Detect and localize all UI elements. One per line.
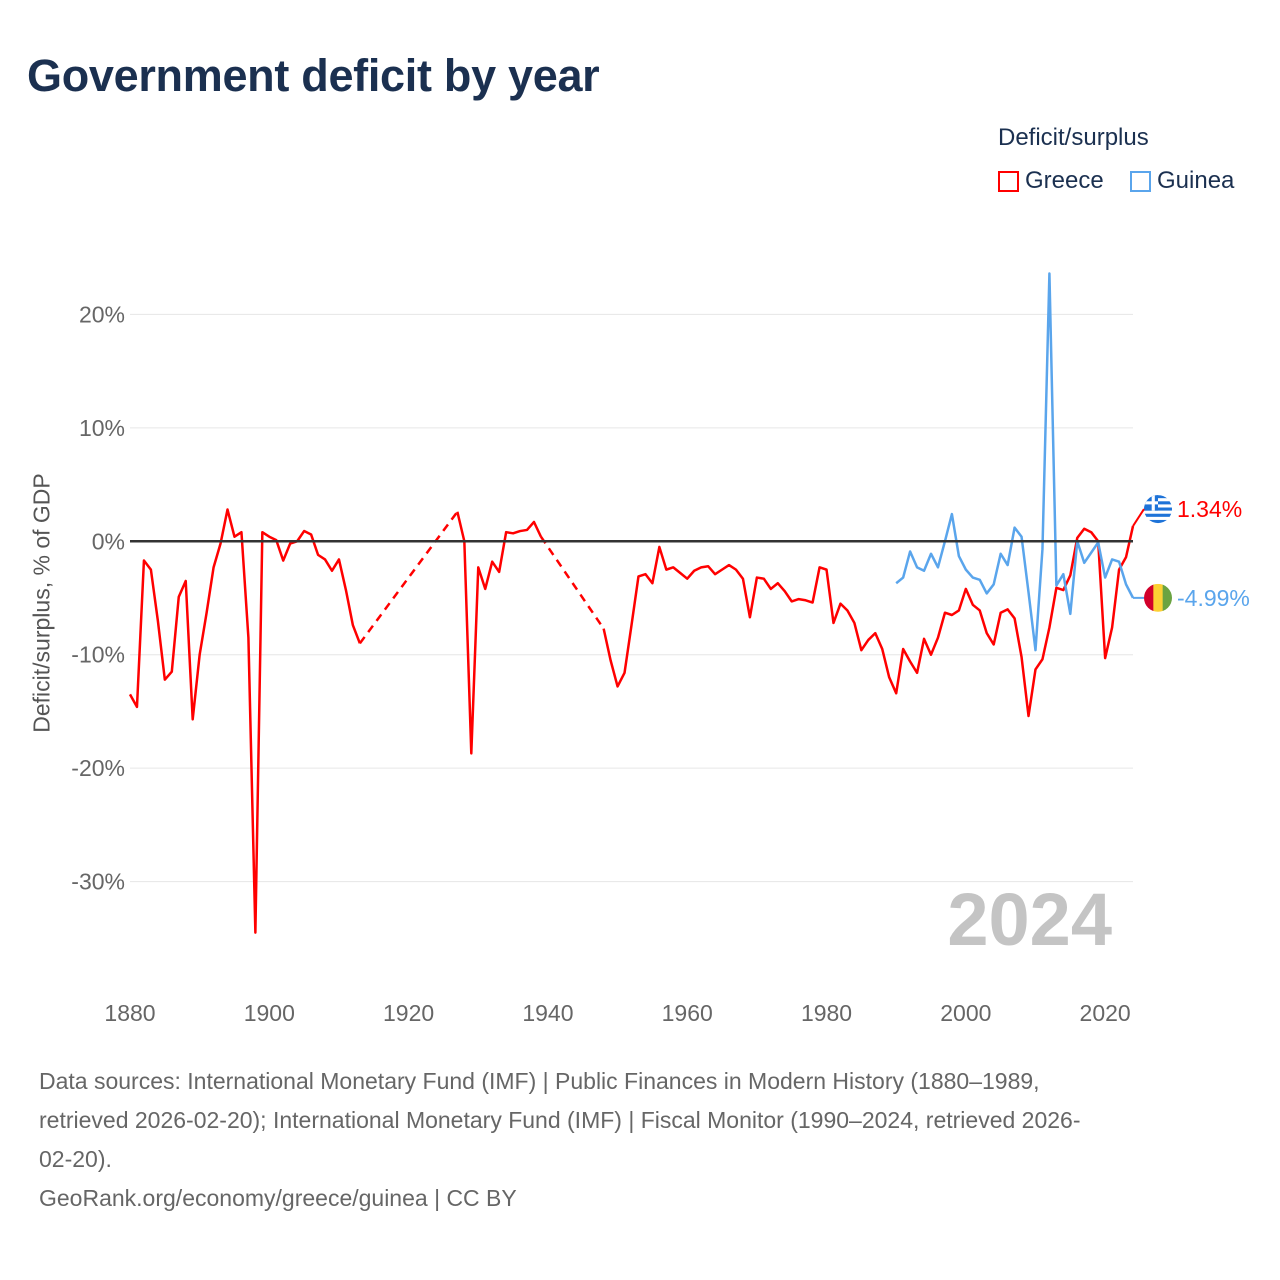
series-line-greece — [456, 511, 543, 755]
footer-credit-link[interactable]: GeoRank.org/economy/greece/guinea | CC B… — [39, 1185, 517, 1211]
legend-item-guinea[interactable]: Guinea — [1130, 167, 1234, 195]
end-labels: 1.34% -4.99% — [1132, 495, 1250, 612]
guinea-flag-icon — [1144, 583, 1172, 612]
legend-label-guinea: Guinea — [1157, 167, 1235, 194]
legend-label-greece: Greece — [1025, 167, 1104, 194]
flag-band — [1153, 583, 1163, 612]
flag-stripe — [1144, 519, 1172, 524]
greece-flag-icon — [1144, 495, 1172, 524]
footer-sources-line-3: 02-20). — [39, 1146, 112, 1172]
legend-title: Deficit/surplus — [998, 124, 1149, 151]
y-tick-label: 20% — [79, 301, 125, 327]
x-tick-label: 1960 — [662, 1000, 713, 1026]
y-tick-label: 0% — [92, 528, 125, 554]
series-gap-line-greece — [539, 536, 605, 630]
x-tick-label: 1940 — [522, 1000, 573, 1026]
flag-cross-v — [1151, 495, 1155, 511]
x-tick-label: 1880 — [104, 1000, 155, 1026]
y-tick-label: -20% — [71, 755, 125, 781]
legend-item-greece[interactable]: Greece — [998, 167, 1104, 195]
y-tick-label: -10% — [71, 642, 125, 668]
x-tick-label: 1920 — [383, 1000, 434, 1026]
footer-sources-line-1: Data sources: International Monetary Fun… — [39, 1068, 1040, 1094]
footer-sources-line-2: retrieved 2026-02-20); International Mon… — [39, 1107, 1081, 1133]
x-tick-label: 2000 — [940, 1000, 991, 1026]
flag-stripe — [1144, 510, 1172, 515]
flag-body — [1144, 495, 1172, 524]
flag-band — [1162, 583, 1172, 612]
x-tick-label: 1900 — [244, 1000, 295, 1026]
legend-swatch-greece — [998, 170, 1019, 192]
flag-body — [1144, 583, 1172, 612]
end-value-label-guinea: -4.99% — [1177, 585, 1250, 611]
tick-labels: 20% 10% 0% -10% -20% -30% 1880 1900 1920 1940 1960… — [71, 301, 1130, 1026]
end-connector — [1132, 508, 1145, 527]
chart-title: Government deficit by year — [27, 50, 600, 101]
current-year-label: 2024 — [947, 878, 1112, 961]
series-gap-line-greece — [358, 511, 459, 645]
x-tick-label: 1980 — [801, 1000, 852, 1026]
x-tick-label: 2020 — [1080, 1000, 1131, 1026]
y-tick-label: -30% — [71, 869, 125, 895]
y-tick-label: 10% — [79, 415, 125, 441]
end-value-label-greece: 1.34% — [1177, 496, 1242, 522]
series-lines — [128, 272, 1135, 934]
flag-cross-h — [1144, 501, 1158, 505]
flag-stripe — [1144, 513, 1172, 518]
flag-stripe — [1144, 516, 1172, 521]
series-line-greece — [602, 525, 1135, 718]
y-axis-label: Deficit/surplus, % of GDP — [28, 473, 55, 733]
series-line-guinea — [895, 272, 1135, 652]
flag-band — [1144, 583, 1154, 612]
series-line-greece — [128, 508, 362, 934]
legend-swatch-guinea — [1130, 170, 1151, 192]
gridlines — [130, 313, 1133, 883]
